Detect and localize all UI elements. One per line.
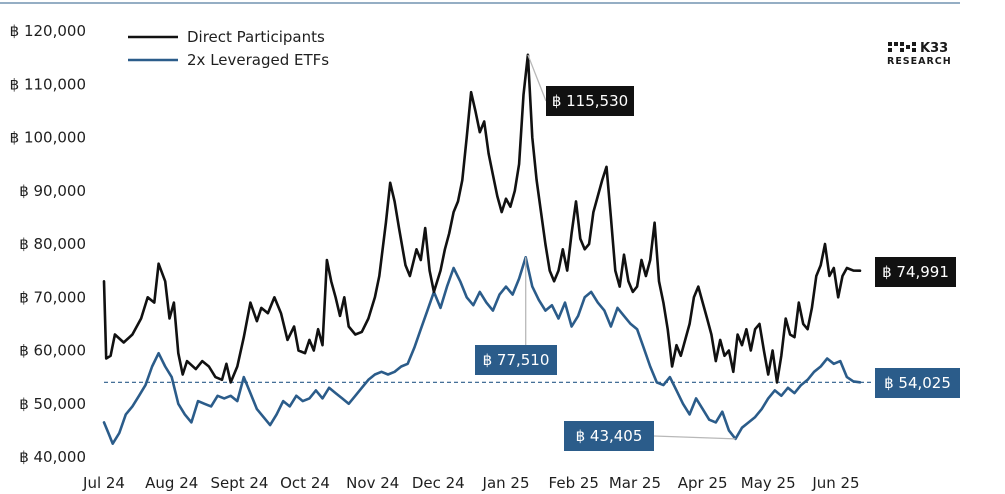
- callout-4: ฿ 74,991: [875, 257, 956, 287]
- brand-name: K33: [920, 41, 948, 56]
- x-tick-label: Feb 25: [549, 474, 599, 492]
- x-tick-label: Jun 25: [811, 474, 859, 492]
- y-axis: ฿ 40,000 ฿ 50,000 ฿ 60,000 ฿ 70,000 ฿ 80,000…: [10, 22, 86, 466]
- y-tick-label: ฿ 120,000: [10, 22, 86, 40]
- callout-box: [475, 345, 557, 375]
- callout-label: ฿ 74,991: [882, 263, 949, 281]
- y-tick-label: ฿ 80,000: [19, 235, 86, 253]
- callout-2: ฿ 77,510: [475, 345, 557, 375]
- callout-layer: ฿ 115,530 ฿ 77,510 ฿ 43,405 ฿ 74,991 ฿ 54,02…: [475, 86, 960, 451]
- series-layer: [102, 53, 862, 445]
- x-tick-label: Apr 25: [678, 474, 728, 492]
- callout-label: ฿ 77,510: [483, 351, 550, 369]
- callout-3: ฿ 43,405: [564, 421, 654, 451]
- series-line-leveraged-etfs: [102, 256, 862, 445]
- legend: Direct Participants 2x Leveraged ETFs: [128, 28, 329, 69]
- x-tick-label: Jul 24: [82, 474, 125, 492]
- brand-subtitle: RESEARCH: [887, 56, 952, 67]
- callout-leader-line: [653, 435, 736, 440]
- legend-label: 2x Leveraged ETFs: [187, 51, 329, 69]
- leader-line-layer: [525, 54, 736, 440]
- y-tick-label: ฿ 110,000: [10, 75, 86, 93]
- y-tick-label: ฿ 90,000: [19, 182, 86, 200]
- x-axis: Jul 24 Aug 24 Sept 24 Oct 24 Nov 24 Dec 24 Jan…: [82, 474, 860, 492]
- callout-label: ฿ 54,025: [884, 374, 951, 392]
- x-tick-label: Nov 24: [346, 474, 399, 492]
- y-tick-label: ฿ 50,000: [19, 395, 86, 413]
- callout-5: ฿ 54,025: [875, 368, 960, 398]
- callout-label: ฿ 115,530: [552, 92, 628, 110]
- series-line-direct-participants: [102, 53, 862, 384]
- callout-box: [875, 368, 960, 398]
- y-tick-label: ฿ 40,000: [19, 448, 86, 466]
- x-tick-label: Oct 24: [280, 474, 330, 492]
- x-tick-label: Aug 24: [145, 474, 198, 492]
- y-tick-label: ฿ 100,000: [10, 129, 86, 147]
- callout-box: [564, 421, 654, 451]
- x-tick-label: May 25: [741, 474, 796, 492]
- logo-mark-icon: [888, 42, 916, 52]
- y-tick-label: ฿ 70,000: [19, 288, 86, 306]
- callout-leader-line: [527, 54, 547, 102]
- callout-box: [875, 257, 956, 287]
- callout-box: [546, 86, 634, 116]
- brand-logo: K33 RESEARCH: [887, 41, 952, 67]
- y-tick-label: ฿ 60,000: [19, 342, 86, 360]
- x-tick-label: Sept 24: [210, 474, 268, 492]
- legend-label: Direct Participants: [187, 28, 325, 46]
- x-tick-label: Jan 25: [482, 474, 530, 492]
- callout-label: ฿ 43,405: [576, 427, 643, 445]
- x-tick-label: Dec 24: [412, 474, 465, 492]
- x-tick-label: Mar 25: [609, 474, 661, 492]
- legend-item-direct-participants: Direct Participants: [128, 28, 325, 46]
- callout-1: ฿ 115,530: [546, 86, 634, 116]
- legend-item-leveraged-etfs: 2x Leveraged ETFs: [128, 51, 329, 69]
